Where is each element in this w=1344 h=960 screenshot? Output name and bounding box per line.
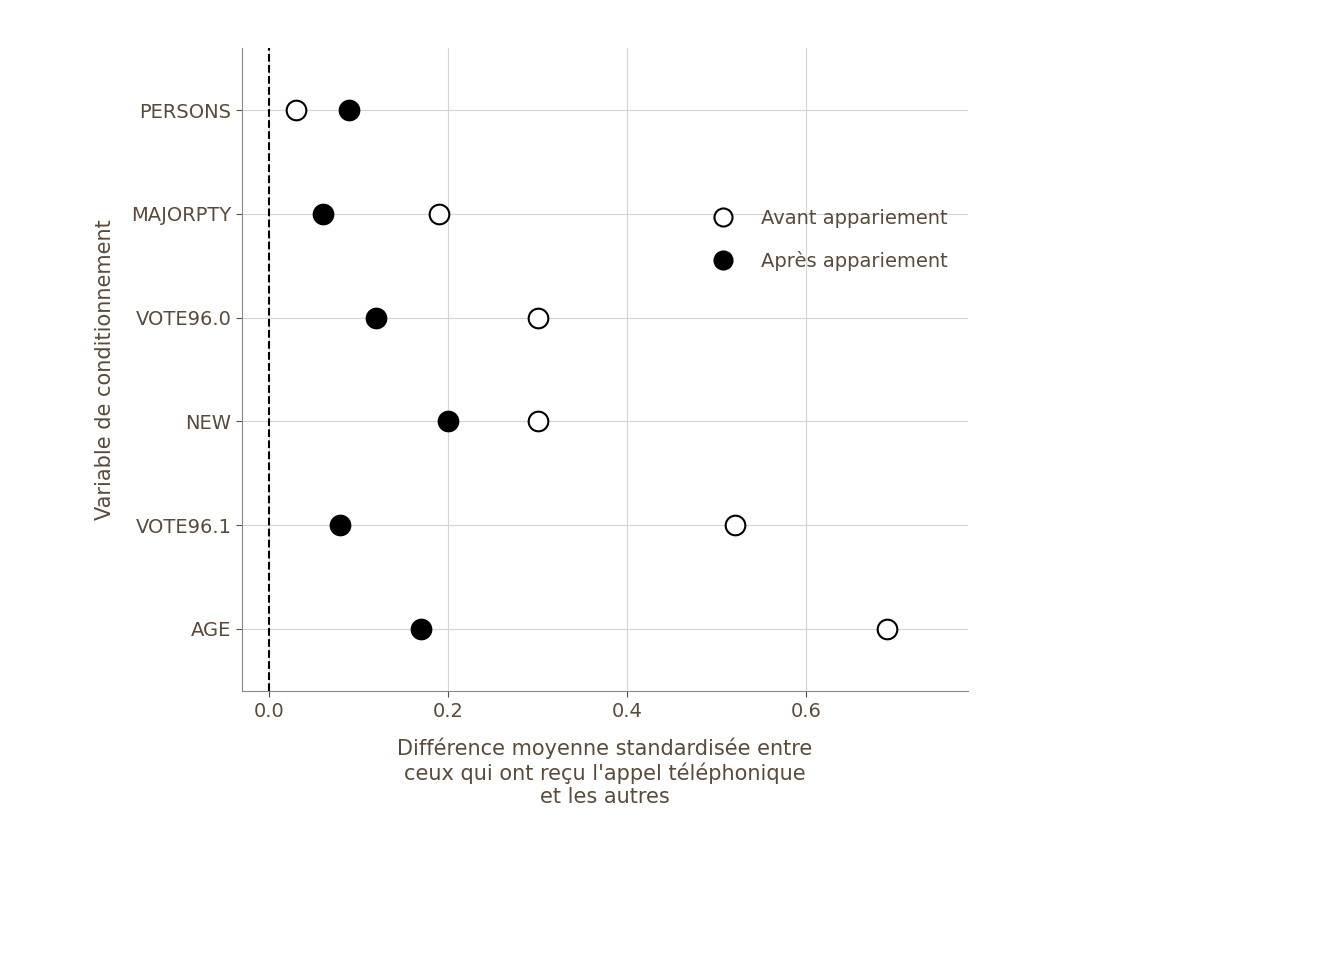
Point <box>527 414 548 429</box>
Legend: Avant appariement, Après appariement: Avant appariement, Après appariement <box>694 200 958 281</box>
Point <box>527 310 548 325</box>
Point <box>366 310 387 325</box>
Point <box>285 103 306 118</box>
Point <box>339 103 360 118</box>
Point <box>724 517 746 533</box>
Point <box>429 206 450 222</box>
Point <box>329 517 351 533</box>
Y-axis label: Variable de conditionnement: Variable de conditionnement <box>94 219 114 520</box>
Point <box>876 621 898 636</box>
Point <box>312 206 333 222</box>
X-axis label: Différence moyenne standardisée entre
ceux qui ont reçu l'appel téléphonique
et : Différence moyenne standardisée entre ce… <box>398 737 812 807</box>
Point <box>437 414 458 429</box>
Point <box>410 621 431 636</box>
